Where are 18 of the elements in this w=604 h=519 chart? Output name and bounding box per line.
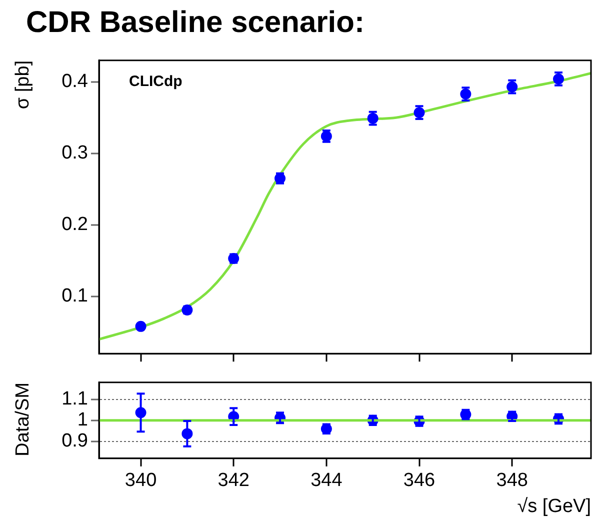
y-tick-label: 0.9: [62, 430, 88, 452]
x-tick-label: 340: [124, 470, 157, 492]
y-tick-label: 1.1: [62, 388, 88, 410]
line-series: [99, 72, 591, 341]
y-tick-label: 0.3: [62, 142, 88, 164]
y-axis-title: σ [pb]: [12, 60, 34, 110]
x-axis-title: √s [GeV]: [517, 496, 591, 517]
y-tick-label: 0.1: [62, 286, 88, 307]
y-tick-label: 0.4: [62, 71, 88, 92]
y-axis-title: Data/SM: [12, 382, 34, 456]
annotation: CLICdp: [129, 73, 182, 90]
x-tick-label: 346: [403, 470, 436, 492]
chart-title: CDR Baseline scenario:: [25, 5, 366, 41]
y-tick-label: 1: [77, 410, 88, 431]
x-tick-label: 344: [310, 470, 343, 492]
x-tick-label: 348: [496, 470, 528, 492]
x-tick-label: 342: [218, 470, 250, 492]
y-tick-label: 0.2: [62, 214, 88, 236]
